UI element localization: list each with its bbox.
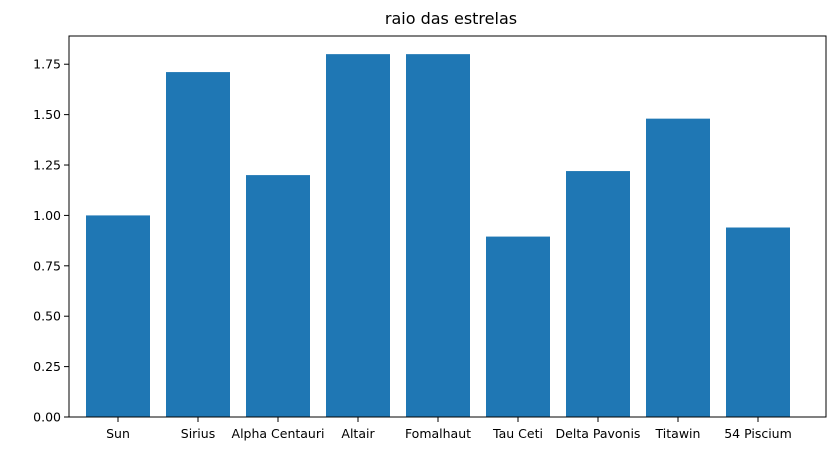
y-tick-label: 0.50	[33, 309, 61, 324]
x-tick-label: Fomalhaut	[405, 426, 471, 441]
x-tick-label: Sun	[106, 426, 130, 441]
x-tick-label: Delta Pavonis	[556, 426, 641, 441]
bar-54-piscium	[726, 227, 790, 417]
bar-tau-ceti	[486, 236, 550, 417]
y-tick-label: 0.25	[33, 359, 61, 374]
bar-sun	[86, 215, 150, 417]
bar-sirius	[166, 72, 230, 417]
x-tick-label: 54 Piscium	[724, 426, 792, 441]
bar-fomalhaut	[406, 54, 470, 418]
bar-altair	[326, 54, 390, 418]
y-tick-label: 1.00	[33, 208, 61, 223]
bar-delta-pavonis	[566, 171, 630, 417]
bar-titawin	[646, 118, 710, 418]
x-tick-label: Titawin	[655, 426, 701, 441]
x-tick-label: Alpha Centauri	[232, 426, 325, 441]
y-tick-label: 0.75	[33, 258, 61, 273]
y-tick-label: 0.00	[33, 410, 61, 425]
y-tick-label: 1.25	[33, 158, 61, 173]
x-tick-label: Tau Ceti	[492, 426, 543, 441]
plot-frame	[68, 35, 827, 418]
bar-alpha-centauri	[246, 175, 310, 417]
y-tick-label: 1.75	[33, 57, 61, 72]
x-tick-label: Altair	[341, 426, 375, 441]
bars-group	[86, 54, 790, 418]
chart-title: raio das estrelas	[385, 9, 517, 28]
y-axis: 0.00 0.25 0.50 0.75 1.00 1.25 1.50 1.75	[33, 57, 69, 425]
x-axis: Sun Sirius Alpha Centauri Altair Fomalhaut Ta…	[106, 417, 792, 441]
x-tick-label: Sirius	[181, 426, 215, 441]
y-tick-label: 1.50	[33, 107, 61, 122]
